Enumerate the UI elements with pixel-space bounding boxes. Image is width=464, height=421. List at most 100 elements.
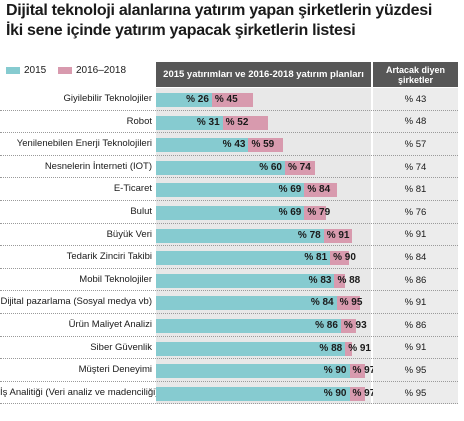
bar-2015 xyxy=(156,341,346,356)
bar-track: % 69 % 84 xyxy=(156,178,371,201)
bar-2015 xyxy=(156,205,305,220)
right-column-value: % 91 xyxy=(373,223,458,247)
bar-2015 xyxy=(156,115,223,130)
bar-track: % 83 % 88 xyxy=(156,268,371,292)
chart-row: Tedarik Zinciri Takibi % 81 % 90 % 84 xyxy=(0,246,464,269)
value-label-2015: % 86 xyxy=(315,319,338,331)
chart-row: İş Analitiği (Veri analiz ve madenciliği… xyxy=(0,381,464,405)
legend-2016-2018: 2016–2018 xyxy=(58,65,126,76)
right-column-value: % 95 xyxy=(373,359,458,382)
right-column-value: % 43 xyxy=(373,88,458,111)
category-label: Siber Güvenlik xyxy=(90,341,152,353)
row-divider xyxy=(0,199,458,201)
value-label-2015: % 90 xyxy=(323,365,347,377)
page-title: Dijital teknoloji alanlarına yatırım yap… xyxy=(6,2,433,19)
chart-row: Giyilebilir Teknolojiler % 26 % 45 % 43 xyxy=(0,88,464,111)
category-label: İş Analitiği (Veri analiz ve madenciliği… xyxy=(0,386,159,398)
bar-2016-2018 xyxy=(349,386,365,401)
category-label: Yenilenebilen Enerji Teknolojileri xyxy=(16,138,152,150)
chart-row: Bulut % 69 % 79 % 76 xyxy=(0,200,464,224)
right-column-value: % 74 xyxy=(373,155,458,179)
bar-2016-2018 xyxy=(345,341,352,356)
value-label-2015: % 31 xyxy=(196,116,220,128)
row-divider xyxy=(0,358,458,360)
chart-row: Büyük Veri % 78 % 91 % 91 xyxy=(0,223,464,247)
right-column-value: % 86 xyxy=(373,313,458,337)
row-divider xyxy=(0,335,458,337)
category-label: Mobil Teknolojiler xyxy=(79,273,152,285)
bar-track: % 84 % 95 xyxy=(156,291,371,314)
bar-2015 xyxy=(156,364,350,379)
chart-row: Yenilenebilen Enerji Teknolojileri % 43% … xyxy=(0,133,464,156)
value-label-2015: % 69 xyxy=(278,206,302,218)
value-label-2015: % 83 xyxy=(308,274,332,286)
right-column-value: % 91 xyxy=(373,336,458,360)
bar-track: % 60 % 74 xyxy=(156,155,371,179)
bar-2016-2018 xyxy=(248,138,283,153)
bar-2016-2018 xyxy=(334,273,346,288)
right-column-header: Artacak diyen şirketler xyxy=(373,62,458,87)
bar-track: % 90 % 97 xyxy=(156,381,375,405)
page-subtitle: İki sene içinde yatırım yapacak şirketle… xyxy=(6,22,356,39)
value-label-2015: % 81 xyxy=(304,252,328,264)
bar-track: % 26 % 45 xyxy=(156,88,371,111)
right-column-value: % 48 xyxy=(373,110,458,134)
right-column-value: % 91 xyxy=(373,291,458,314)
value-label-2016-2018: % 97 xyxy=(352,387,376,399)
bar-2016-2018 xyxy=(340,318,356,333)
value-label-2016-2018: % 95 xyxy=(339,297,363,309)
bar-2016-2018 xyxy=(211,93,253,107)
right-column-value: % 57 xyxy=(373,133,458,156)
row-divider xyxy=(0,222,458,224)
row-divider xyxy=(0,290,458,292)
bar-2016-2018 xyxy=(304,183,337,198)
bar-2015 xyxy=(156,160,285,175)
value-label-2016-2018: % 91 xyxy=(348,342,371,354)
row-divider xyxy=(0,109,458,111)
category-label: Dijital pazarlama (Sosyal medya vb) xyxy=(0,296,152,308)
value-label-2015: % 26 xyxy=(186,94,209,105)
category-label: Giyilebilir Teknolojiler xyxy=(63,93,152,104)
row-divider xyxy=(0,403,458,405)
legend-label-2015: 2015 xyxy=(24,65,47,76)
bar-2015 xyxy=(156,386,350,401)
value-label-2016-2018: % 97 xyxy=(352,365,376,377)
bar-2015 xyxy=(156,93,212,107)
bar-2016-2018 xyxy=(349,364,365,379)
value-label-2016-2018: % 52 xyxy=(225,116,249,128)
legend-swatch-2016-2018 xyxy=(58,67,72,74)
chart-row: Ürün Maliyet Analizi % 86 % 93 % 86 xyxy=(0,313,464,337)
row-divider xyxy=(0,380,458,382)
legend-2015: 2015 xyxy=(6,65,46,76)
right-column-value: % 84 xyxy=(373,246,458,269)
chart-row: Nesnelerin İnterneti (IOT) % 60 % 74 % 74 xyxy=(0,155,464,179)
bar-track: % 86 % 93 xyxy=(156,313,371,337)
bars-column-header: 2015 yatırımları ve 2016-2018 yatırım pl… xyxy=(156,62,371,87)
right-column-value: % 95 xyxy=(373,381,458,405)
category-label: Bulut xyxy=(130,205,152,217)
row-divider xyxy=(0,245,458,247)
chart-row: Dijital pazarlama (Sosyal medya vb) % 84%… xyxy=(0,291,464,314)
chart-row: Robot % 31 % 52 % 48 xyxy=(0,110,464,134)
bar-2016-2018 xyxy=(336,296,361,311)
bar-track: % 43 % 59 xyxy=(156,133,371,156)
value-label-2015: % 90 xyxy=(323,387,347,399)
bar-track: % 90 % 97 xyxy=(156,359,375,382)
bar-2015 xyxy=(156,318,341,333)
row-divider xyxy=(0,267,458,269)
right-column-value: % 81 xyxy=(373,178,458,201)
bar-2016-2018 xyxy=(304,205,326,220)
category-label: Nesnelerin İnterneti (IOT) xyxy=(44,160,152,172)
row-divider xyxy=(0,312,458,314)
category-label: Robot xyxy=(126,115,152,127)
value-label-2016-2018: % 90 xyxy=(333,252,356,264)
bar-2016-2018 xyxy=(222,115,268,130)
bar-track: % 81 % 90 xyxy=(156,246,371,269)
value-label-2015: % 84 xyxy=(310,297,334,309)
legend-label-2016-2018: 2016–2018 xyxy=(76,65,127,76)
value-label-2016-2018: % 84 xyxy=(307,184,331,196)
row-divider xyxy=(0,132,458,134)
bar-track: % 88 % 91 xyxy=(156,336,371,360)
chart-row: Müşteri Deneyimi % 90 % 97% 95 xyxy=(0,359,464,382)
value-label-2016-2018: % 45 xyxy=(214,94,238,105)
